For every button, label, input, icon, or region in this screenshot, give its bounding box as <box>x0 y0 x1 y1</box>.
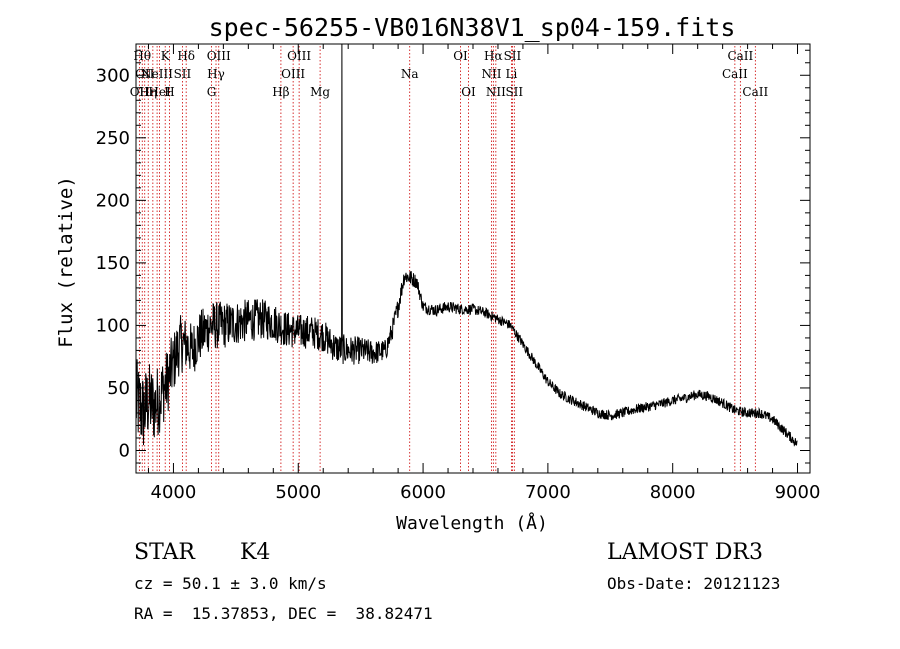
emission-line-label: G <box>207 85 217 99</box>
emission-line-label: CaII <box>722 67 748 81</box>
y-tick-label: 300 <box>96 65 130 86</box>
emission-line-label: OII <box>135 67 155 81</box>
y-tick-label: 200 <box>96 190 130 211</box>
emission-line-label: SII <box>174 67 192 81</box>
chart-title: spec-56255-VB016N38V1_sp04-159.fits <box>209 13 736 42</box>
y-tick-label: 0 <box>119 440 130 461</box>
emission-line-label: Hγ <box>207 67 225 81</box>
survey-name: LAMOST DR3 <box>607 540 763 565</box>
emission-line-label: NeIII <box>141 67 173 81</box>
emission-line-label: OI <box>461 85 476 99</box>
ra-dec-coordinates: RA = 15.37853, DEC = 38.82471 <box>134 604 433 623</box>
spectrum-chart: spec-56255-VB016N38V1_sp04-159.fits OIIH… <box>55 13 821 534</box>
x-tick-label: 4000 <box>151 482 197 503</box>
emission-line-label: Hα <box>484 49 503 63</box>
emission-line-label: H <box>164 85 174 99</box>
emission-line-label: Hθ <box>133 49 151 63</box>
x-tick-label: 8000 <box>650 482 696 503</box>
y-axis-label: Flux (relative) <box>55 176 77 348</box>
y-tick-label: 250 <box>96 128 130 149</box>
x-tick-label: 6000 <box>400 482 446 503</box>
emission-line-label: Hη <box>139 85 157 99</box>
emission-line-labels: OIIHθOIIHηNeIIIHeIKHSIIHδGHγOIIIHβOIIIOI… <box>130 49 769 99</box>
object-class: STAR <box>134 540 195 565</box>
emission-line-label: CaII <box>742 85 768 99</box>
emission-line-label: Hβ <box>272 85 289 99</box>
y-axis: 0 50 100 150 200 250 300 <box>96 49 810 464</box>
redshift-cz: cz = 50.1 ± 3.0 km/s <box>134 574 327 593</box>
emission-line-label: K <box>161 49 171 63</box>
emission-line-markers <box>138 46 756 473</box>
emission-line-label: OIII <box>287 49 311 63</box>
emission-line-label: OIII <box>281 67 305 81</box>
x-tick-label: 7000 <box>525 482 571 503</box>
plot-frame <box>135 43 811 474</box>
emission-line-label: Hδ <box>177 49 195 63</box>
spectrum-line <box>135 43 798 447</box>
emission-line-label: SII <box>505 85 523 99</box>
y-tick-label: 50 <box>107 378 130 399</box>
y-tick-label: 150 <box>96 253 130 274</box>
emission-line-label: OI <box>453 49 468 63</box>
observation-date: Obs-Date: 20121123 <box>607 574 781 593</box>
emission-line-label: HeI <box>148 85 171 99</box>
emission-line-label: Mg <box>310 85 330 99</box>
emission-line-label: Li <box>506 67 518 81</box>
x-tick-label: 5000 <box>275 482 321 503</box>
emission-line-label: NII <box>481 67 501 81</box>
x-tick-label: 9000 <box>775 482 821 503</box>
y-tick-label: 100 <box>96 315 130 336</box>
emission-line-label: OII <box>130 85 150 99</box>
object-subclass: K4 <box>240 540 271 565</box>
emission-line-label: SII <box>504 49 522 63</box>
emission-line-label: CaII <box>727 49 753 63</box>
emission-line-label: OIII <box>207 49 231 63</box>
x-axis: 4000 5000 6000 7000 8000 9000 <box>147 44 821 503</box>
emission-line-label: NII <box>486 85 506 99</box>
emission-line-label: Na <box>401 67 419 81</box>
x-axis-label: Wavelength (Å) <box>396 512 548 534</box>
